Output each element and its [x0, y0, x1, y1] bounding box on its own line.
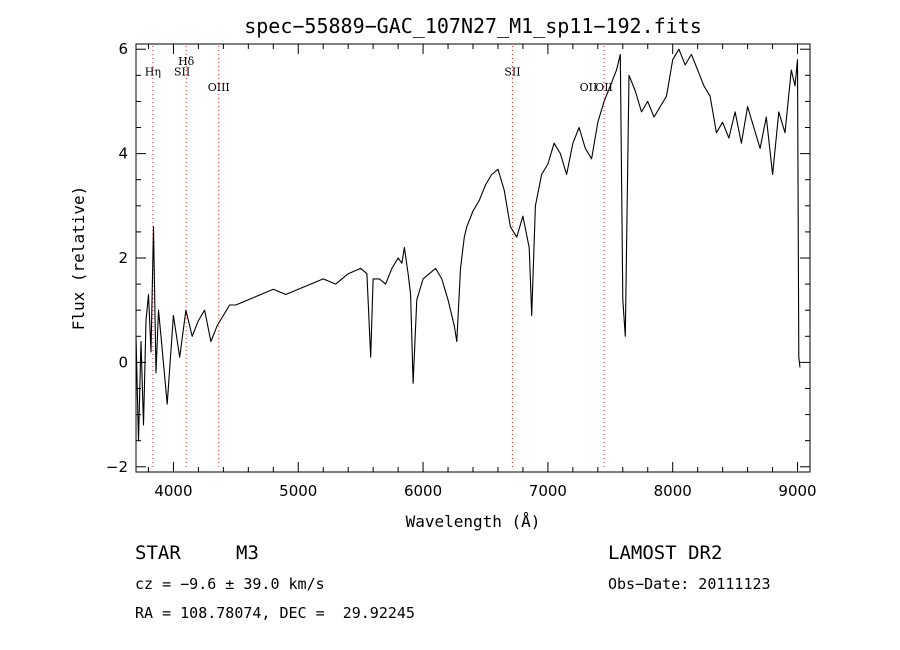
x-tick-label: 8000 [654, 482, 692, 500]
x-tick-label: 5000 [279, 482, 317, 500]
spectral-line-label: SII [504, 65, 520, 78]
redshift-readout: cz = −9.6 ± 39.0 km/s [135, 575, 325, 593]
y-tick-label: 6 [118, 40, 128, 58]
y-axis-label: Flux (relative) [69, 186, 88, 331]
x-tick-label: 6000 [404, 482, 442, 500]
spectral-line-label: SII [174, 65, 190, 78]
spectral-line-label: Hδ [178, 55, 195, 68]
plot-frame [135, 43, 811, 473]
series-group [135, 48, 801, 442]
spectral-line-label: OII [580, 81, 598, 94]
observation-date: Obs−Date: 20111123 [608, 575, 771, 593]
x-tick-label: 9000 [778, 482, 816, 500]
y-tick-label: 4 [118, 145, 128, 163]
spectral-line-label: OII [595, 81, 613, 94]
coordinates-readout: RA = 108.78074, DEC = 29.92245 [135, 604, 415, 622]
spectral-line-label: OIII [208, 81, 230, 94]
axis-ticks: 4000 5000 6000 7000 8000 9000 −2 0 2 4 6 [106, 40, 817, 500]
x-tick-label: 4000 [154, 482, 192, 500]
spectral-line-label: Hη [145, 65, 161, 78]
x-axis-label: Wavelength (Å) [406, 512, 541, 531]
survey-name: LAMOST DR2 [608, 542, 723, 564]
y-tick-label: −2 [106, 458, 128, 476]
y-tick-label: 2 [118, 249, 128, 267]
object-class: STAR [135, 542, 181, 564]
x-tick-label: 7000 [529, 482, 567, 500]
y-tick-label: 0 [118, 353, 128, 371]
object-subclass: M3 [236, 542, 259, 564]
chart-title: spec−55889−GAC_107N27_M1_sp11−192.fits [244, 14, 702, 38]
spectrum-line [135, 48, 801, 442]
